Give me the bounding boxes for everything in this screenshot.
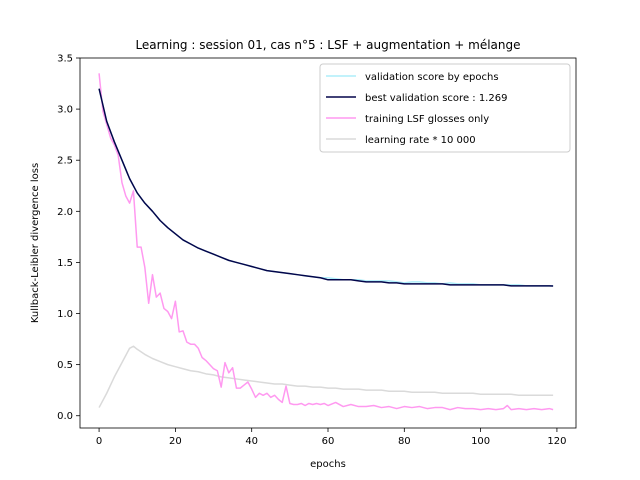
legend-label-1: best validation score : 1.269 — [365, 93, 507, 104]
y-tick-label: 2.5 — [57, 156, 73, 167]
y-tick-label: 3.0 — [57, 105, 73, 116]
x-tick-label: 60 — [322, 436, 335, 447]
legend: validation score by epochs best validatio… — [319, 63, 571, 153]
x-tick-label: 120 — [547, 436, 566, 447]
x-tick-label: 80 — [398, 436, 411, 447]
y-tick-label: 0.0 — [57, 411, 73, 422]
legend-label-2: training LSF glosses only — [365, 114, 489, 125]
y-tick-label: 0.5 — [57, 360, 73, 371]
series-line-2 — [98, 73, 554, 411]
series-line-1 — [98, 88, 554, 287]
y-tick-label: 1.5 — [57, 258, 73, 269]
y-tick-label: 1.0 — [57, 309, 73, 320]
y-tick-label: 3.5 — [57, 54, 73, 65]
legend-box — [319, 63, 571, 153]
x-tick-label: 20 — [169, 436, 182, 447]
x-axis-ticks: 0 20 40 60 80 100 120 — [96, 428, 566, 447]
series-layer — [98, 73, 554, 411]
chart-title: Learning : session 01, cas n°5 : LSF + a… — [135, 38, 520, 52]
y-axis-ticks: 0.0 0.5 1.0 1.5 2.0 2.5 3.0 3.5 — [57, 54, 80, 422]
y-tick-label: 2.0 — [57, 207, 73, 218]
x-tick-label: 100 — [471, 436, 490, 447]
x-axis-label: epochs — [310, 459, 346, 470]
x-tick-label: 40 — [245, 436, 258, 447]
legend-label-0: validation score by epochs — [365, 72, 499, 83]
y-axis-label: Kullback-Leibler divergence loss — [30, 163, 41, 323]
x-tick-label: 0 — [96, 436, 102, 447]
legend-label-3: learning rate * 10 000 — [365, 135, 476, 146]
series-line-3 — [98, 345, 554, 408]
